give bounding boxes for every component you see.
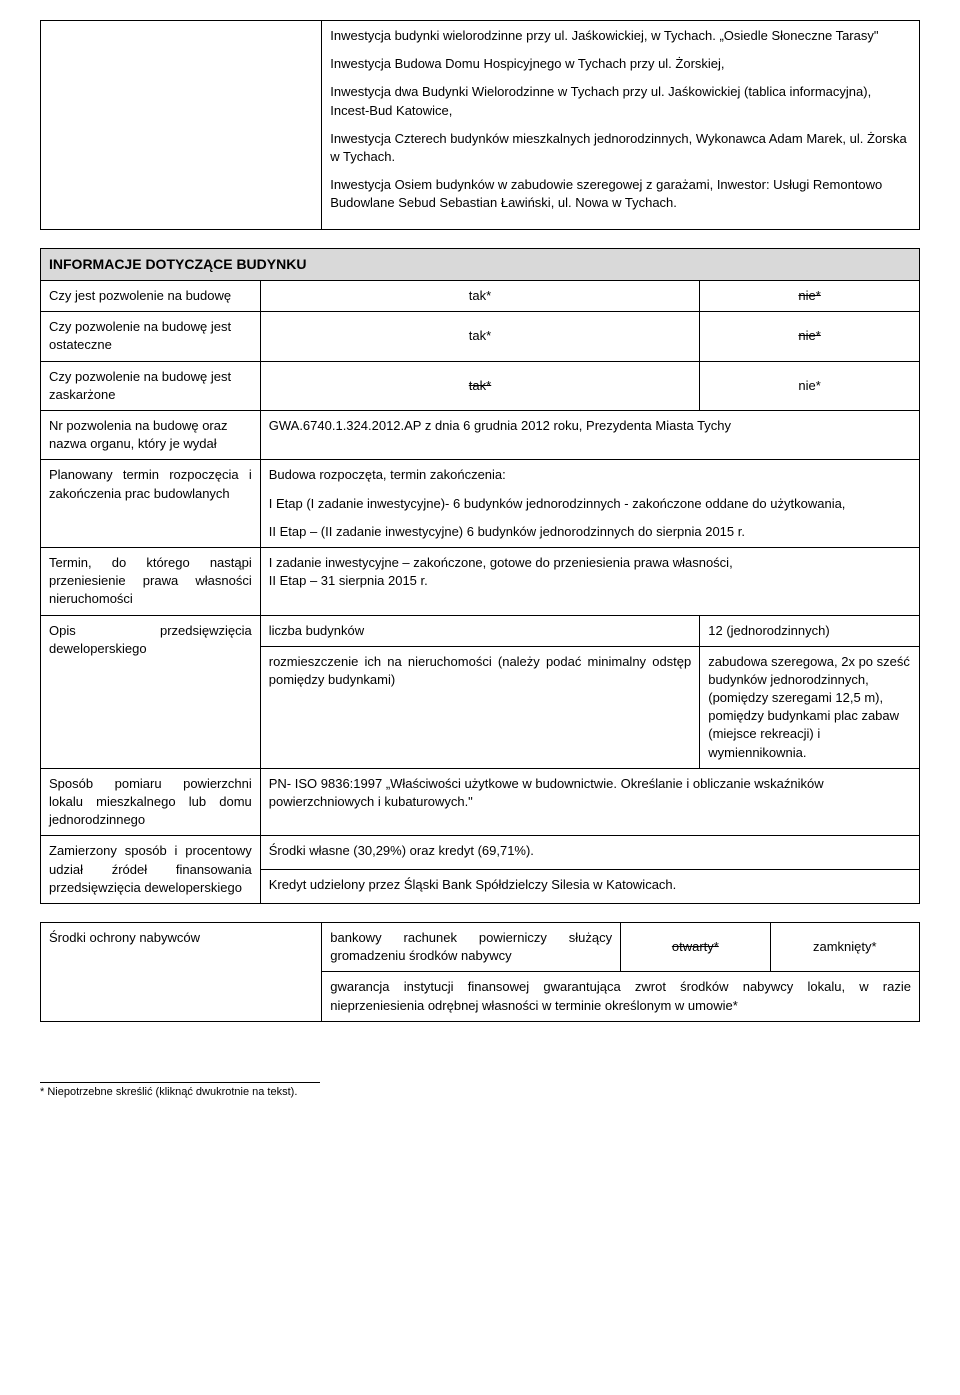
r2-yes: tak* (260, 312, 700, 361)
r3-no: nie* (700, 361, 920, 410)
intro-p3: Inwestycja dwa Budynki Wielorodzinne w T… (330, 83, 911, 119)
r2-no: nie* (700, 312, 920, 361)
r8-value: PN- ISO 9836:1997 „Właściwości użytkowe … (260, 768, 919, 836)
r5-l1: Budowa rozpoczęta, termin zakończenia: (269, 466, 911, 484)
building-info-table: INFORMACJE DOTYCZĄCE BUDYNKU Czy jest po… (40, 248, 920, 904)
r5-l2: I Etap (I zadanie inwestycyjne)- 6 budyn… (269, 495, 911, 513)
r9-l1: Środki własne (30,29%) oraz kredyt (69,7… (260, 836, 919, 870)
r6-l1: I zadanie inwestycyjne – zakończone, got… (269, 554, 911, 572)
intro-p4: Inwestycja Czterech budynków mieszkalnyc… (330, 130, 911, 166)
r4-value: GWA.6740.1.324.2012.AP z dnia 6 grudnia … (260, 411, 919, 460)
r5-value: Budowa rozpoczęta, termin zakończenia: I… (260, 460, 919, 548)
r10-open: otwarty* (621, 922, 770, 971)
intro-table: Inwestycja budynki wielorodzinne przy ul… (40, 20, 920, 230)
r3-yes: tak* (260, 361, 700, 410)
r5-label: Planowany termin rozpoczęcia i zakończen… (41, 460, 261, 548)
intro-p2: Inwestycja Budowa Domu Hospicyjnego w Ty… (330, 55, 911, 73)
r1-label: Czy jest pozwolenie na budowę (41, 281, 261, 312)
intro-p5: Inwestycja Osiem budynków w zabudowie sz… (330, 176, 911, 212)
intro-p1: Inwestycja budynki wielorodzinne przy ul… (330, 27, 911, 45)
buyer-protection-table: Środki ochrony nabywców bankowy rachunek… (40, 922, 920, 1022)
r10-k1: bankowy rachunek powierniczy służący gro… (322, 922, 621, 971)
r1-no: nie* (700, 281, 920, 312)
intro-empty-cell (41, 21, 322, 230)
r7-v1: 12 (jednorodzinnych) (700, 615, 920, 646)
r7-k1: liczba budynków (260, 615, 700, 646)
r6-label: Termin, do którego nastąpi przeniesienie… (41, 547, 261, 615)
r5-l3: II Etap – (II zadanie inwestycyjne) 6 bu… (269, 523, 911, 541)
r10-closed: zamknięty* (770, 922, 919, 971)
r3-label: Czy pozwolenie na budowę jest zaskarżone (41, 361, 261, 410)
r9-l2: Kredyt udzielony przez Śląski Bank Spółd… (260, 870, 919, 904)
footnote: * Niepotrzebne skreślić (kliknąć dwukrot… (40, 1082, 320, 1100)
r8-label: Sposób pomiaru powierzchni lokalu mieszk… (41, 768, 261, 836)
r7-v2: zabudowa szeregowa, 2x po sześć budynków… (700, 646, 920, 768)
section-header: INFORMACJE DOTYCZĄCE BUDYNKU (41, 248, 920, 281)
intro-content-cell: Inwestycja budynki wielorodzinne przy ul… (322, 21, 920, 230)
r6-l2: II Etap – 31 sierpnia 2015 r. (269, 572, 911, 590)
r7-label: Opis przedsięwzięcia deweloperskiego (41, 615, 261, 768)
r6-value: I zadanie inwestycyjne – zakończone, got… (260, 547, 919, 615)
r10-label: Środki ochrony nabywców (41, 922, 322, 1021)
r10-guarantee: gwarancja instytucji finansowej gwarantu… (322, 972, 920, 1021)
r9-label: Zamierzony sposób i procentowy udział źr… (41, 836, 261, 904)
r4-label: Nr pozwolenia na budowę oraz nazwa organ… (41, 411, 261, 460)
r7-k2: rozmieszczenie ich na nieruchomości (nal… (260, 646, 700, 768)
r2-label: Czy pozwolenie na budowę jest ostateczne (41, 312, 261, 361)
r1-yes: tak* (260, 281, 700, 312)
